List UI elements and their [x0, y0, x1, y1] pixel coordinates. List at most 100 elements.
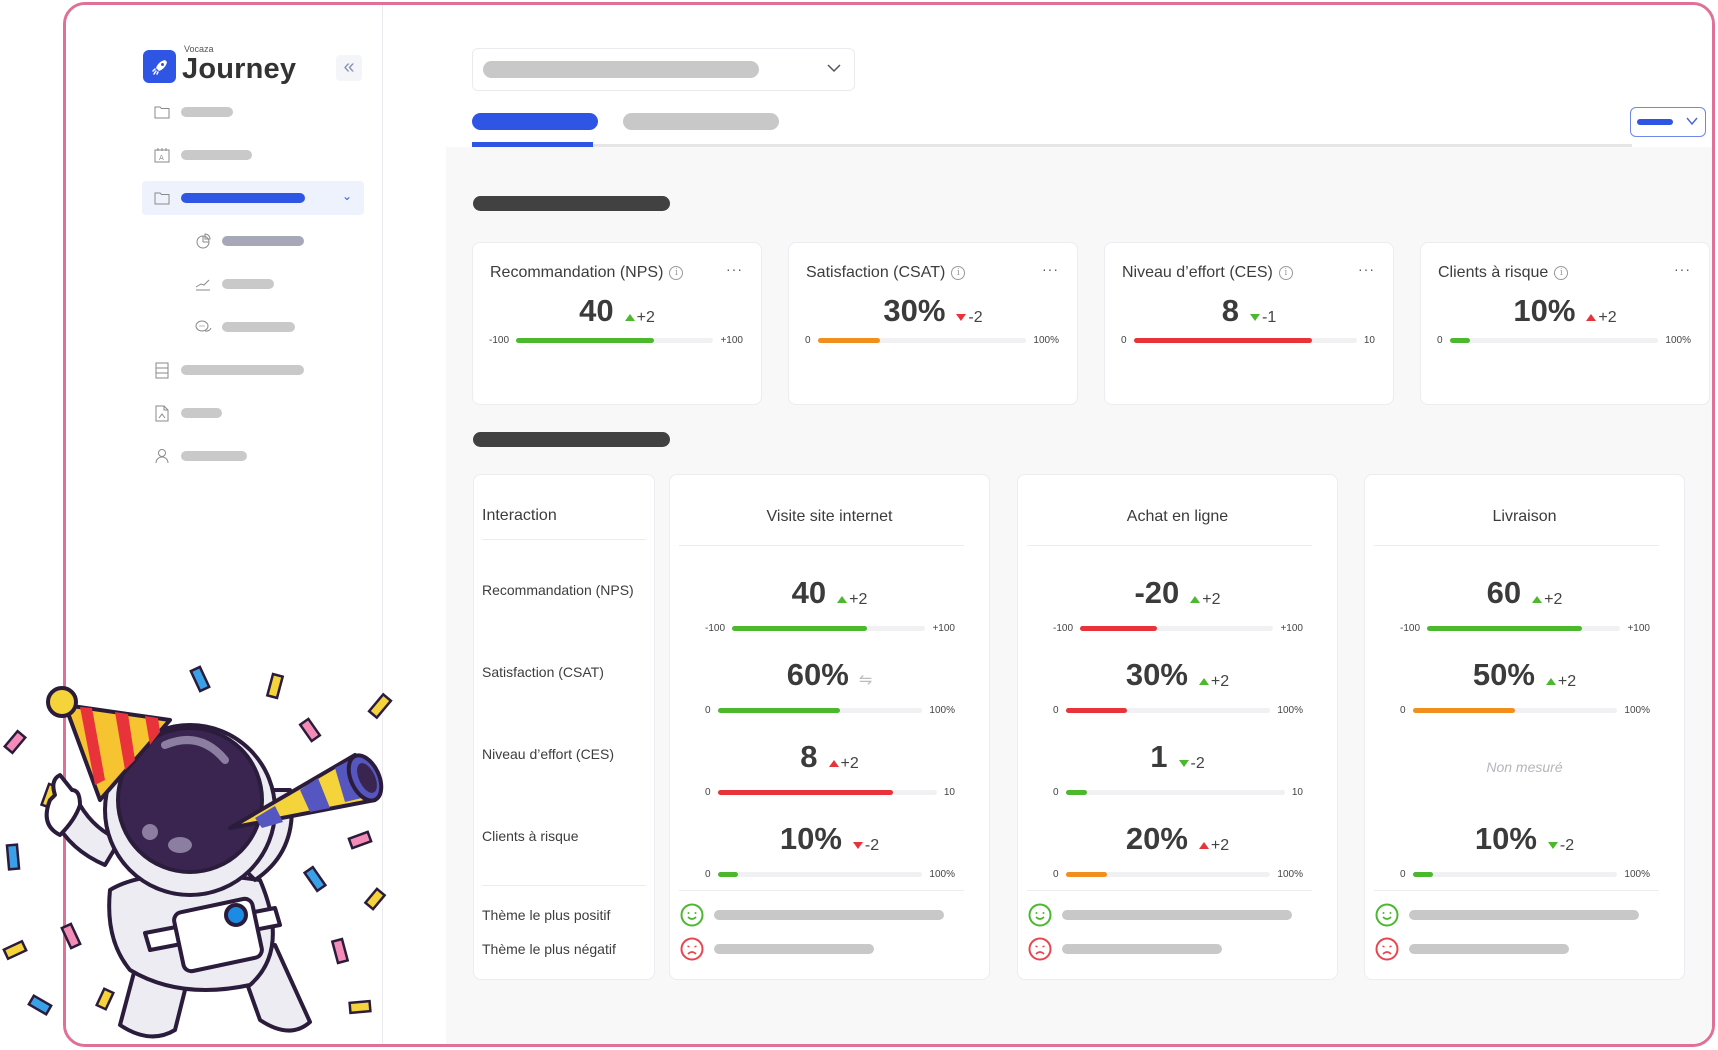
metric-gauge: 0 100%: [1053, 869, 1303, 880]
kpi-gauge: 0 10: [1121, 335, 1375, 346]
gauge-min-label: 0: [1400, 705, 1406, 716]
kpi-title-text: Clients à risque: [1438, 264, 1549, 281]
triangle-up-icon: [828, 760, 839, 767]
triangle-up-icon: [837, 596, 848, 603]
folder-icon: [153, 103, 171, 121]
journey-selector[interactable]: [472, 48, 855, 91]
collapse-sidebar-button[interactable]: «: [336, 55, 362, 81]
gauge-track: [717, 708, 923, 713]
gauge-track: [1133, 338, 1357, 343]
metric-delta-value: +2: [840, 754, 859, 772]
interaction-column: Visite site internet 40 +2 -100 +100: [669, 474, 990, 980]
info-icon[interactable]: i: [951, 266, 966, 280]
kpi-delta: -1: [1250, 309, 1276, 327]
more-options-icon[interactable]: ···: [726, 261, 743, 277]
user-icon: [153, 447, 171, 465]
metric-value: 50%: [1472, 657, 1535, 692]
gauge-max-label: 100%: [1665, 335, 1691, 346]
gauge-min-label: 0: [805, 335, 811, 346]
gauge-track: [1412, 872, 1618, 877]
sidebar-subitem-2[interactable]: [142, 267, 364, 301]
tab-2[interactable]: [623, 113, 779, 130]
more-options-icon[interactable]: ···: [1674, 261, 1691, 277]
logo[interactable]: Vocaza Journey: [143, 44, 296, 86]
kpi-value: 10%: [1513, 293, 1576, 328]
positive-theme: [680, 903, 944, 927]
info-icon[interactable]: i: [669, 266, 684, 280]
metric-cell: 10% -2 0 100%: [1365, 821, 1684, 881]
negative-theme-value: [1409, 944, 1569, 954]
chevron-down-icon: [826, 60, 842, 81]
sidebar-subitem-3[interactable]: [142, 310, 364, 344]
gauge-track: [717, 872, 923, 877]
sidebar-item-label: [181, 451, 247, 461]
sidebar-item-2[interactable]: A: [142, 138, 364, 172]
sidebar-item-3-active[interactable]: ⌄: [142, 181, 364, 215]
kpi-delta: +2: [1586, 308, 1617, 327]
column-title: Visite site internet: [766, 508, 893, 525]
more-options-icon[interactable]: ···: [1358, 261, 1375, 277]
chevron-down-icon[interactable]: ⌄: [341, 189, 352, 203]
sidebar-item-4[interactable]: [142, 353, 364, 387]
gauge-fill: [732, 626, 868, 631]
triangle-up-icon: [1198, 678, 1209, 685]
kpi-delta-value: -2: [968, 308, 983, 326]
sidebar-item-label: [222, 236, 304, 246]
smiley-sad-icon: [1375, 937, 1399, 961]
dashboard-content: Recommandation (NPS) i ··· 40 +2 -100 +1…: [446, 147, 1712, 1044]
row-label-positive-theme: Thème le plus positif: [482, 907, 611, 923]
gauge-fill: [717, 790, 893, 795]
gauge-fill: [1065, 872, 1107, 877]
sidebar-item-label: [181, 150, 252, 160]
metric-gauge: 0 100%: [1400, 705, 1650, 716]
tab-1-active[interactable]: [472, 113, 598, 130]
sidebar-item-6[interactable]: [142, 439, 364, 473]
no-change-icon: ⇋: [858, 672, 873, 689]
gauge-min-label: 0: [1400, 869, 1406, 880]
kpi-delta-value: +2: [1598, 308, 1617, 326]
smiley-happy-icon: [1375, 903, 1399, 927]
metric-delta-value: -2: [1559, 836, 1575, 854]
gauge-max-label: +100: [720, 335, 743, 346]
triangle-down-icon: [1250, 314, 1260, 321]
gauge-track: [1065, 708, 1271, 713]
metric-cell: 1 -2 0 10: [1018, 739, 1337, 799]
more-options-icon[interactable]: ···: [1042, 261, 1059, 277]
period-selector-value: [1637, 119, 1673, 125]
sidebar-item-label: [181, 193, 305, 203]
sidebar-item-1[interactable]: [142, 95, 364, 129]
info-icon[interactable]: i: [1278, 266, 1293, 280]
gauge-fill: [516, 338, 655, 343]
sidebar-item-5[interactable]: [142, 396, 364, 430]
svg-text:A: A: [159, 154, 164, 162]
kpi-title-text: Recommandation (NPS): [490, 264, 664, 281]
period-selector[interactable]: [1630, 107, 1706, 137]
metric-gauge: 0 100%: [1400, 869, 1650, 880]
column-title: Achat en ligne: [1126, 508, 1229, 525]
metric-delta: -2: [1178, 755, 1205, 773]
gauge-min-label: 0: [1053, 787, 1059, 798]
sidebar-subitem-1[interactable]: [142, 224, 364, 258]
info-icon[interactable]: i: [1554, 266, 1569, 280]
metric-value: 20%: [1125, 821, 1188, 856]
triangle-up-icon: [1586, 314, 1597, 321]
calendar-icon: A: [153, 146, 171, 164]
metric-cell: 60 +2 -100 +100: [1365, 575, 1684, 635]
gauge-min-label: 0: [705, 787, 711, 798]
row-label-csat: Satisfaction (CSAT): [482, 664, 604, 680]
positive-theme: [1375, 903, 1639, 927]
metric-delta-value: +2: [849, 590, 868, 608]
gauge-fill: [1080, 626, 1158, 631]
metric-gauge: 0 100%: [705, 705, 955, 716]
app-window: Vocaza Journey « A ⌄: [63, 2, 1715, 1047]
interaction-column: Livraison 60 +2 -100 +100: [1364, 474, 1685, 980]
pdf-file-icon: [153, 404, 171, 422]
divider: [679, 890, 964, 891]
gauge-fill: [717, 708, 841, 713]
gauge-max-label: 100%: [1033, 335, 1059, 346]
gauge-track: [1065, 790, 1285, 795]
metric-cell: 20% +2 0 100%: [1018, 821, 1337, 881]
metric-delta-value: +2: [1557, 672, 1577, 690]
metric-value: 10%: [779, 821, 842, 856]
kpi-title-text: Satisfaction (CSAT): [806, 264, 946, 281]
